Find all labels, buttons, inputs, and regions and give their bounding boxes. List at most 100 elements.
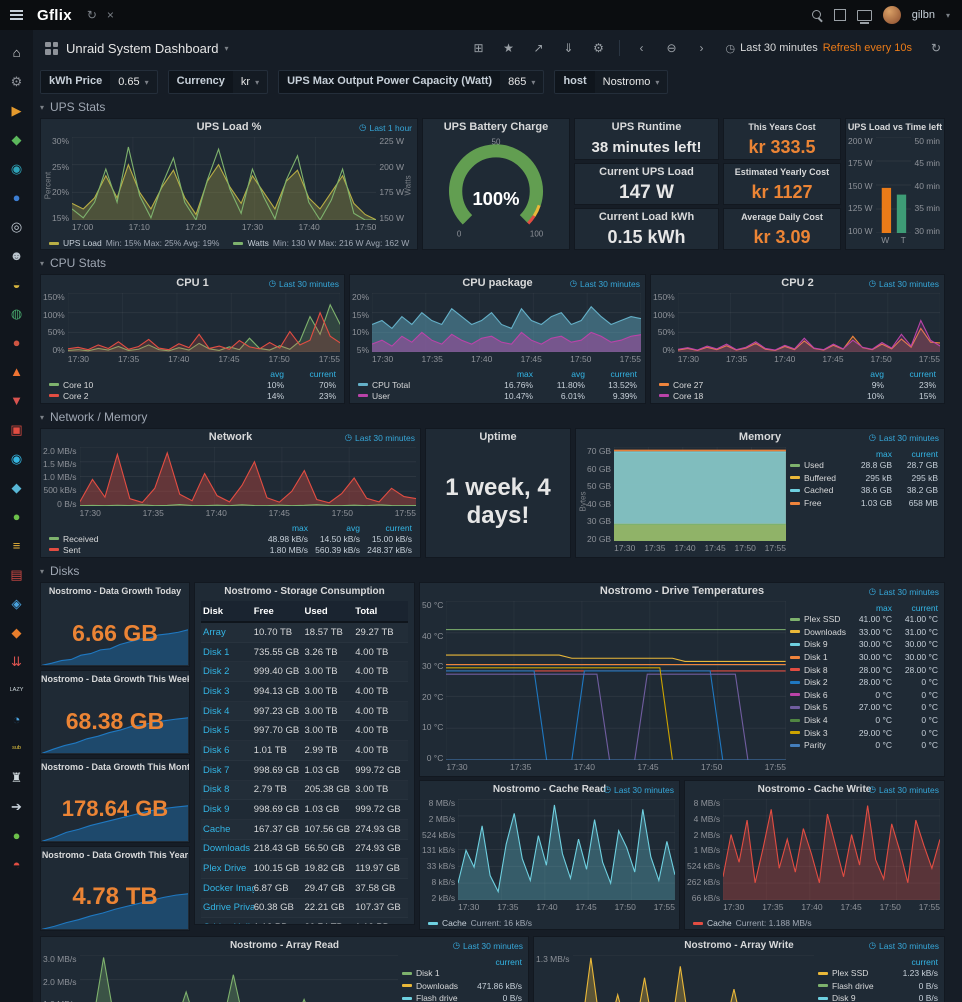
table-column-header[interactable]: Free: [253, 605, 274, 617]
panel-title[interactable]: Current UPS Load: [599, 166, 694, 178]
panel-title[interactable]: Current Load kWh: [598, 211, 695, 223]
sidebar-item[interactable]: ◔: [0, 705, 33, 734]
legend-item[interactable]: Core 2 14% 23%: [49, 390, 336, 401]
panel-title[interactable]: Nostromo - Drive Temperatures: [599, 585, 765, 597]
sidebar-item[interactable]: ●: [0, 328, 33, 357]
username[interactable]: gilbn: [911, 9, 935, 21]
panel-title[interactable]: Nostromo - Cache Read: [492, 784, 607, 795]
sidebar-item[interactable]: ♜: [0, 763, 33, 792]
legend-item[interactable]: Disk 9 0 B/s: [818, 992, 938, 1002]
legend-item[interactable]: Cache Current: 1.188 MB/s: [693, 918, 812, 928]
array-read-graph[interactable]: 3.0 MB/s2.0 MB/s1.0 MB/s0 B/s: [41, 954, 402, 1002]
sidebar-item[interactable]: ⇊: [0, 647, 33, 676]
variable-dropdown[interactable]: host Nostromo ▾: [554, 70, 669, 94]
legend-sort-column[interactable]: avg: [346, 522, 360, 533]
legend-item[interactable]: Plex SSD 41.00 °C 41.00 °C: [790, 613, 938, 626]
cache-read-graph[interactable]: 8 MB/s 2 MB/s 524 kB/s 131 kB/s 33 kB/s 8 kB/…: [422, 798, 675, 912]
sidebar-item[interactable]: ⚙: [0, 67, 33, 96]
legend-sort-column[interactable]: max: [875, 448, 892, 459]
panel-title[interactable]: Average Daily Cost: [741, 212, 823, 222]
disk-name-link[interactable]: Disk 1: [203, 646, 230, 658]
sidebar-item[interactable]: ●: [0, 502, 33, 531]
legend-item[interactable]: Disk 1 30.00 °C 30.00 °C: [790, 651, 938, 664]
disk-name-link[interactable]: Disk 5: [203, 725, 230, 737]
legend-item[interactable]: Sent 1.80 MB/s 560.39 kB/s 248.37 kB/s: [49, 544, 412, 555]
legend-item[interactable]: Core 18 10% 15%: [659, 390, 936, 401]
disk-name-link[interactable]: Gdrive Unlimited: [203, 922, 254, 924]
legend-sort-column[interactable]: max: [875, 602, 892, 613]
legend-item[interactable]: CPU Total 16.76% 11.80% 13.52%: [358, 379, 637, 390]
kiosk-tv-icon[interactable]: [856, 9, 872, 24]
legend-item[interactable]: Disk 9 30.00 °C 30.00 °C: [790, 638, 938, 651]
fullscreen-icon[interactable]: [833, 9, 846, 21]
legend-sort-column[interactable]: current: [610, 368, 637, 379]
legend-sort-column[interactable]: current: [911, 602, 938, 613]
panel-title[interactable]: Memory: [738, 431, 782, 443]
variable-dropdown[interactable]: UPS Max Output Power Capacity (Watt) 865…: [278, 70, 545, 94]
legend-sort-column[interactable]: max: [516, 368, 533, 379]
sidebar-item[interactable]: ◒: [0, 270, 33, 299]
sidebar-item[interactable]: ◆: [0, 618, 33, 647]
panel-title[interactable]: CPU 1: [176, 277, 209, 289]
legend-item[interactable]: Used 28.8 GB 28.7 GB: [790, 459, 938, 472]
sidebar-item[interactable]: ≡: [0, 531, 33, 560]
sidebar-item[interactable]: ◓: [0, 850, 33, 879]
panel-title[interactable]: Nostromo - Data Growth Today: [48, 586, 182, 596]
legend-item[interactable]: Disk 1: [402, 967, 522, 980]
hamburger-menu-icon[interactable]: [0, 0, 33, 30]
legend-item[interactable]: Buffered 295 kB 295 kB: [790, 472, 938, 485]
battery-gauge[interactable]: 0 50 100 100%: [423, 136, 569, 249]
panel-title[interactable]: Uptime: [479, 431, 517, 443]
panel-title[interactable]: Nostromo - Storage Consumption: [224, 586, 385, 597]
row-header-disks[interactable]: ▾ Disks: [40, 564, 80, 578]
sidebar-item[interactable]: ◉: [0, 154, 33, 183]
sidebar-item[interactable]: sub: [0, 734, 33, 763]
variable-value[interactable]: kr ▾: [240, 76, 260, 88]
legend-item[interactable]: Disk 2 28.00 °C 0 °C: [790, 676, 938, 689]
dashboard-settings-button[interactable]: ⚙: [593, 41, 604, 55]
panel-title[interactable]: Network: [208, 431, 253, 443]
legend-item[interactable]: Downloads 33.00 °C 31.00 °C: [790, 626, 938, 639]
cpu1-graph[interactable]: 150% 100% 50% 0% 17:30 17:35 17:40 17:45 17:50 17…: [43, 292, 340, 364]
legend-item[interactable]: Parity 0 °C 0 °C: [790, 739, 938, 752]
legend-sort-column[interactable]: avg: [870, 368, 884, 379]
time-back-button[interactable]: ‹: [639, 41, 644, 55]
panel-title[interactable]: Nostromo - Data Growth This Year: [41, 850, 189, 860]
user-avatar[interactable]: [882, 6, 901, 24]
disk-name-link[interactable]: Disk 6: [203, 744, 230, 756]
dashboard-title-caret-icon[interactable]: ▾: [224, 43, 229, 53]
legend-item[interactable]: Received 48.98 kB/s 14.50 kB/s 15.00 kB/s: [49, 533, 412, 544]
legend-item[interactable]: Disk 5 27.00 °C 0 °C: [790, 701, 938, 714]
legend-item[interactable]: Cache Current: 16 kB/s: [428, 918, 532, 928]
legend-sort-column[interactable]: max: [291, 522, 308, 533]
legend-sort-column[interactable]: current: [909, 368, 936, 379]
sidebar-item[interactable]: ●: [0, 183, 33, 212]
cpu-package-graph[interactable]: 20% 15% 10% 5% 17:30 17:35 17:40 17:45 17:50 17:5…: [352, 292, 641, 364]
playlist-close-icon[interactable]: ×: [106, 8, 114, 22]
variable-dropdown[interactable]: Currency kr ▾: [167, 70, 269, 94]
star-dashboard-button[interactable]: ★: [503, 41, 514, 55]
sidebar-item[interactable]: ▲: [0, 357, 33, 386]
panel-title[interactable]: UPS Runtime: [611, 121, 682, 133]
add-panel-button[interactable]: ⊞: [473, 41, 484, 55]
sidebar-item[interactable]: ▼: [0, 386, 33, 415]
legend-sort-column[interactable]: current: [309, 368, 336, 379]
save-dashboard-button[interactable]: ⇓: [563, 41, 574, 55]
legend-item[interactable]: Core 10 10% 70%: [49, 379, 336, 390]
legend-item[interactable]: Disk 4 0 °C 0 °C: [790, 714, 938, 727]
legend-sort-column[interactable]: current: [385, 522, 412, 533]
table-column-header[interactable]: Total: [355, 605, 378, 617]
array-write-graph[interactable]: 1.3 MB/s1.0 MB/s: [534, 954, 818, 1002]
sidebar-item[interactable]: ▣: [0, 415, 33, 444]
panel-title[interactable]: Nostromo - Array Write: [684, 940, 794, 951]
legend-sort-column[interactable]: avg: [571, 368, 585, 379]
legend-item[interactable]: Disk 6 0 °C 0 °C: [790, 689, 938, 702]
sidebar-item[interactable]: ◉: [0, 444, 33, 473]
panel-title[interactable]: CPU package: [462, 277, 533, 289]
disk-name-link[interactable]: Disk 7: [203, 764, 230, 776]
row-header-netmem[interactable]: ▾ Network / Memory: [40, 410, 148, 424]
sidebar-item[interactable]: ➔: [0, 792, 33, 821]
variable-value[interactable]: 865 ▾: [508, 76, 536, 88]
disk-name-link[interactable]: Gdrive Private: [203, 902, 254, 914]
sidebar-item[interactable]: ▤: [0, 560, 33, 589]
